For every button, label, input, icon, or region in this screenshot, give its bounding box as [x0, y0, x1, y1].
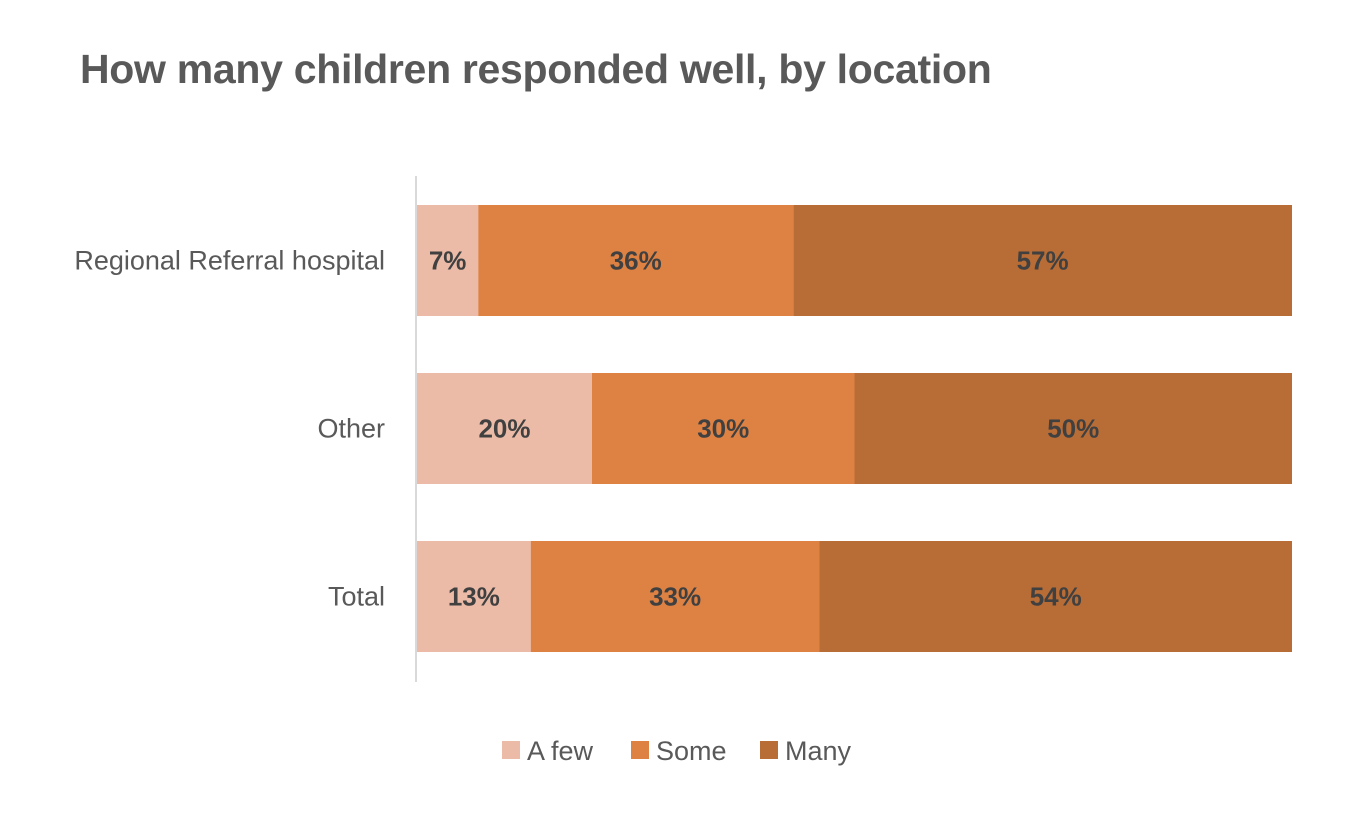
- data-label: 36%: [610, 246, 662, 276]
- bar-segment-many: [854, 373, 1292, 484]
- bar-segment-some: [592, 373, 855, 484]
- data-label: 13%: [448, 582, 500, 612]
- data-label: 20%: [478, 414, 530, 444]
- data-label: 33%: [649, 582, 701, 612]
- legend-swatch: [760, 741, 778, 759]
- legend-label: Some: [656, 736, 727, 766]
- category-label: Other: [317, 414, 385, 444]
- legend-label: A few: [527, 736, 594, 766]
- data-label: 50%: [1047, 414, 1099, 444]
- bar-segment-many: [819, 541, 1292, 652]
- category-label: Regional Referral hospital: [74, 246, 385, 276]
- data-label: 57%: [1017, 246, 1069, 276]
- data-label: 7%: [429, 246, 467, 276]
- chart-title: How many children responded well, by loc…: [80, 46, 992, 92]
- bar-segment-a-few: [417, 373, 592, 484]
- data-label: 30%: [697, 414, 749, 444]
- data-label: 54%: [1030, 582, 1082, 612]
- bar-segment-a-few: [417, 205, 479, 316]
- bar-segment-a-few: [417, 541, 531, 652]
- bar-segment-many: [793, 205, 1292, 316]
- legend-swatch: [631, 741, 649, 759]
- category-label: Total: [328, 582, 385, 612]
- bar-segment-some: [478, 205, 794, 316]
- bar-segment-some: [530, 541, 820, 652]
- legend-label: Many: [785, 736, 852, 766]
- legend-swatch: [502, 741, 520, 759]
